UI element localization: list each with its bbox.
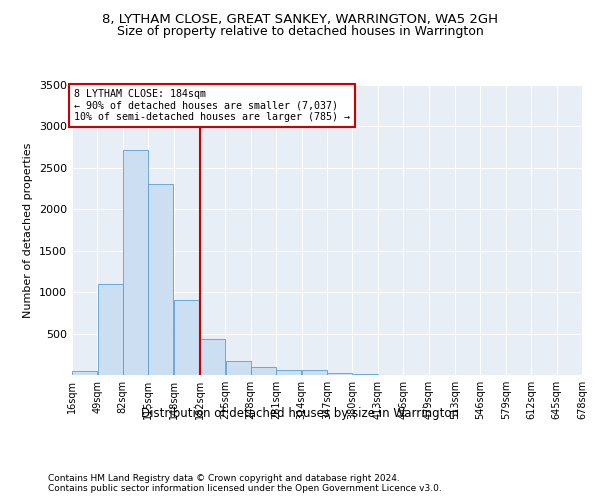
Text: 8, LYTHAM CLOSE, GREAT SANKEY, WARRINGTON, WA5 2GH: 8, LYTHAM CLOSE, GREAT SANKEY, WARRINGTO… bbox=[102, 12, 498, 26]
Text: Contains HM Land Registry data © Crown copyright and database right 2024.: Contains HM Land Registry data © Crown c… bbox=[48, 474, 400, 483]
Bar bbox=[98, 284, 122, 375]
Text: 8 LYTHAM CLOSE: 184sqm
← 90% of detached houses are smaller (7,037)
10% of semi-: 8 LYTHAM CLOSE: 184sqm ← 90% of detached… bbox=[74, 89, 350, 122]
Bar bbox=[226, 360, 251, 375]
Text: Distribution of detached houses by size in Warrington: Distribution of detached houses by size … bbox=[141, 408, 459, 420]
Bar bbox=[353, 374, 377, 375]
Bar bbox=[174, 300, 199, 375]
Bar bbox=[302, 370, 327, 375]
Bar bbox=[327, 372, 352, 375]
Bar bbox=[277, 370, 301, 375]
Text: Contains public sector information licensed under the Open Government Licence v3: Contains public sector information licen… bbox=[48, 484, 442, 493]
Bar bbox=[72, 371, 97, 375]
Text: Size of property relative to detached houses in Warrington: Size of property relative to detached ho… bbox=[116, 25, 484, 38]
Bar bbox=[200, 340, 225, 375]
Bar bbox=[251, 366, 276, 375]
Y-axis label: Number of detached properties: Number of detached properties bbox=[23, 142, 34, 318]
Bar bbox=[148, 184, 173, 375]
Bar bbox=[123, 150, 148, 375]
